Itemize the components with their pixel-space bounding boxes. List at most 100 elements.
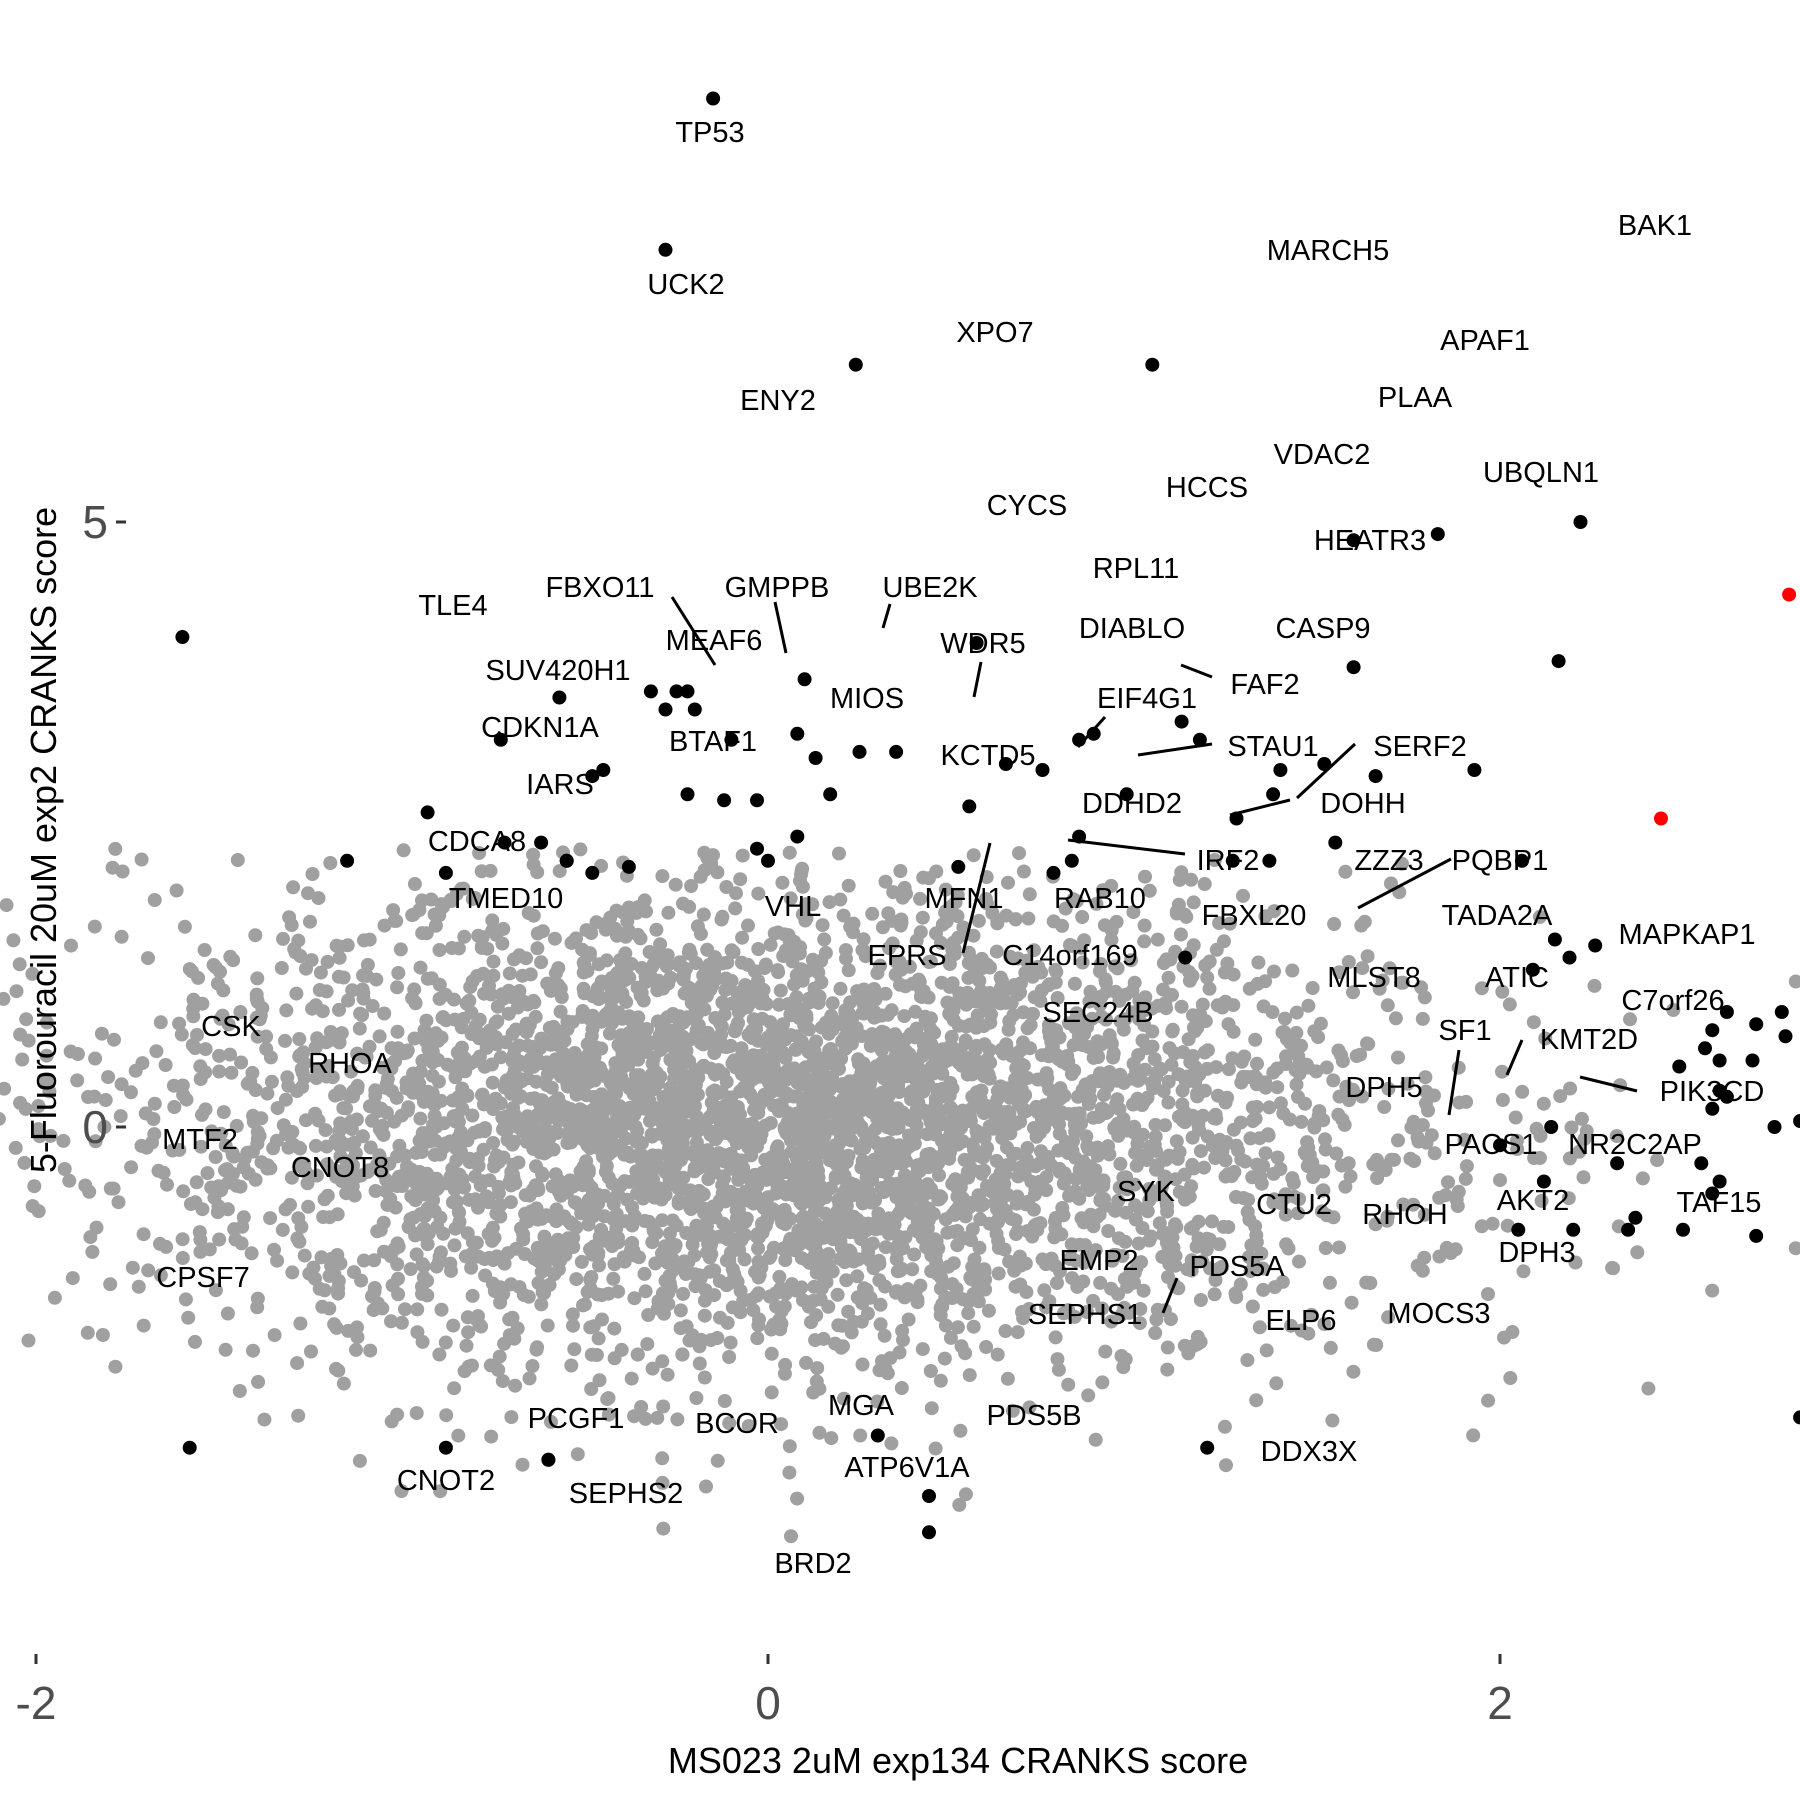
background-point	[751, 1105, 766, 1120]
label-atp6v1a: ATP6V1A	[844, 1452, 970, 1484]
background-point	[97, 1119, 112, 1134]
background-point	[943, 1125, 958, 1140]
background-point	[418, 1034, 433, 1049]
background-point	[1136, 1283, 1151, 1298]
background-point	[1576, 1170, 1591, 1185]
background-point	[928, 1441, 943, 1456]
background-point	[966, 1319, 981, 1334]
background-point	[1132, 1316, 1147, 1331]
background-point	[106, 1181, 121, 1196]
background-point	[0, 991, 11, 1006]
background-point	[400, 1043, 415, 1058]
background-point	[1072, 1106, 1087, 1121]
background-point	[325, 1070, 340, 1085]
background-point	[1006, 1008, 1021, 1023]
point-kctd5	[1192, 732, 1207, 747]
background-point	[537, 1286, 551, 1301]
background-point	[830, 1287, 845, 1302]
background-point	[934, 935, 948, 950]
background-point	[519, 951, 533, 966]
background-point	[1275, 1274, 1290, 1289]
label-mlst8: MLST8	[1327, 962, 1420, 994]
background-point	[1016, 864, 1031, 879]
background-point	[291, 1408, 306, 1423]
background-point	[433, 1484, 448, 1499]
y-axis-title: 5-Fluorouracil 20uM exp2 CRANKS score	[23, 507, 64, 1173]
background-point	[577, 957, 592, 972]
background-point	[566, 1318, 580, 1333]
background-point	[728, 901, 743, 916]
background-point	[1291, 1089, 1305, 1104]
background-point	[9, 984, 24, 999]
background-point	[241, 1166, 256, 1181]
label-kmt2d: KMT2D	[1540, 1024, 1638, 1056]
label-kctd5: KCTD5	[940, 740, 1035, 772]
background-point	[0, 1111, 6, 1126]
background-point	[1229, 1190, 1243, 1204]
background-point	[1448, 1242, 1463, 1257]
background-point	[401, 1082, 416, 1097]
label-pds5b: PDS5B	[986, 1400, 1081, 1432]
background-point	[601, 974, 616, 989]
background-point	[1276, 1106, 1291, 1121]
background-point	[515, 1124, 530, 1139]
background-point	[918, 1213, 932, 1228]
background-point	[1120, 1279, 1135, 1294]
point	[1676, 1222, 1690, 1237]
background-point	[225, 1146, 240, 1161]
background-point	[333, 1256, 348, 1271]
background-point	[1145, 1039, 1160, 1054]
background-point	[638, 1040, 653, 1055]
background-point	[571, 1127, 586, 1142]
background-point	[897, 1009, 912, 1024]
point	[1774, 1005, 1789, 1019]
background-point	[1098, 1198, 1112, 1213]
background-point	[1384, 876, 1398, 891]
background-point	[1363, 1276, 1378, 1290]
background-point	[833, 1016, 848, 1031]
background-point	[595, 1312, 609, 1327]
background-point	[1169, 1134, 1184, 1149]
background-point	[446, 1060, 461, 1075]
point-gmppb	[797, 672, 812, 687]
background-point	[1221, 1017, 1236, 1032]
background-point	[675, 1347, 690, 1362]
background-point	[841, 1304, 856, 1319]
background-point	[355, 1129, 370, 1144]
background-point	[266, 1141, 281, 1156]
background-point	[497, 1080, 512, 1095]
background-point	[859, 1223, 874, 1238]
background-point	[1243, 1131, 1258, 1146]
background-point	[639, 1022, 654, 1036]
background-point	[220, 1202, 235, 1217]
background-point	[410, 1325, 425, 1340]
label-ube2k: UBE2K	[882, 572, 978, 604]
background-point	[208, 960, 223, 975]
background-point	[776, 1156, 791, 1171]
background-point	[751, 973, 765, 988]
background-point	[591, 957, 606, 972]
background-point	[458, 1064, 473, 1079]
background-point	[114, 1077, 129, 1092]
background-point	[1318, 1132, 1332, 1147]
background-point	[336, 1376, 351, 1391]
background-point	[502, 1328, 517, 1343]
background-point	[1316, 1183, 1331, 1198]
background-point	[672, 958, 687, 973]
background-point	[425, 1055, 440, 1070]
background-point	[506, 1101, 521, 1116]
background-point	[445, 1195, 460, 1210]
background-point	[1481, 1393, 1496, 1408]
background-point	[945, 1277, 960, 1292]
background-point	[961, 970, 976, 985]
label-march5: MARCH5	[1267, 235, 1389, 267]
background-point	[719, 971, 733, 986]
background-point	[1221, 1062, 1236, 1077]
background-point	[1226, 1122, 1241, 1137]
background-point	[413, 1207, 428, 1221]
background-point	[27, 1179, 42, 1194]
background-point	[697, 1205, 712, 1220]
background-point	[1378, 1163, 1393, 1177]
background-point	[867, 1160, 881, 1175]
background-point	[510, 1000, 525, 1015]
